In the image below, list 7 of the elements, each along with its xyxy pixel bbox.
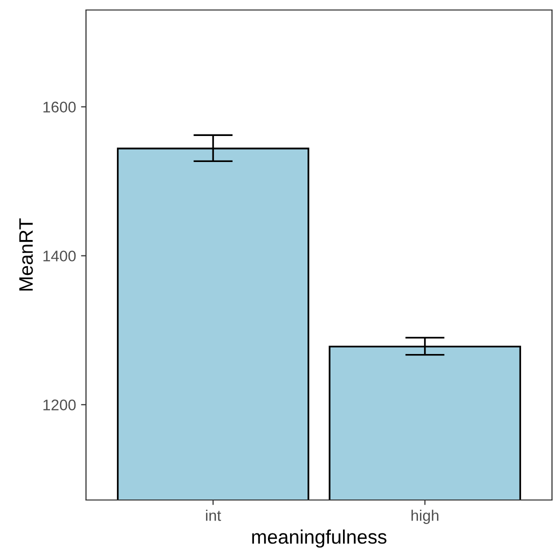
y-axis-title: MeanRT: [19, 218, 33, 291]
y-tick-label: 1400: [43, 250, 76, 262]
x-tick-label: high: [412, 510, 438, 524]
y-tick-label: 1600: [43, 102, 76, 112]
x-tick-label: int: [206, 510, 222, 521]
x-axis-title: meaningfulness: [252, 530, 386, 548]
y-tick-label: 1200: [43, 400, 76, 410]
